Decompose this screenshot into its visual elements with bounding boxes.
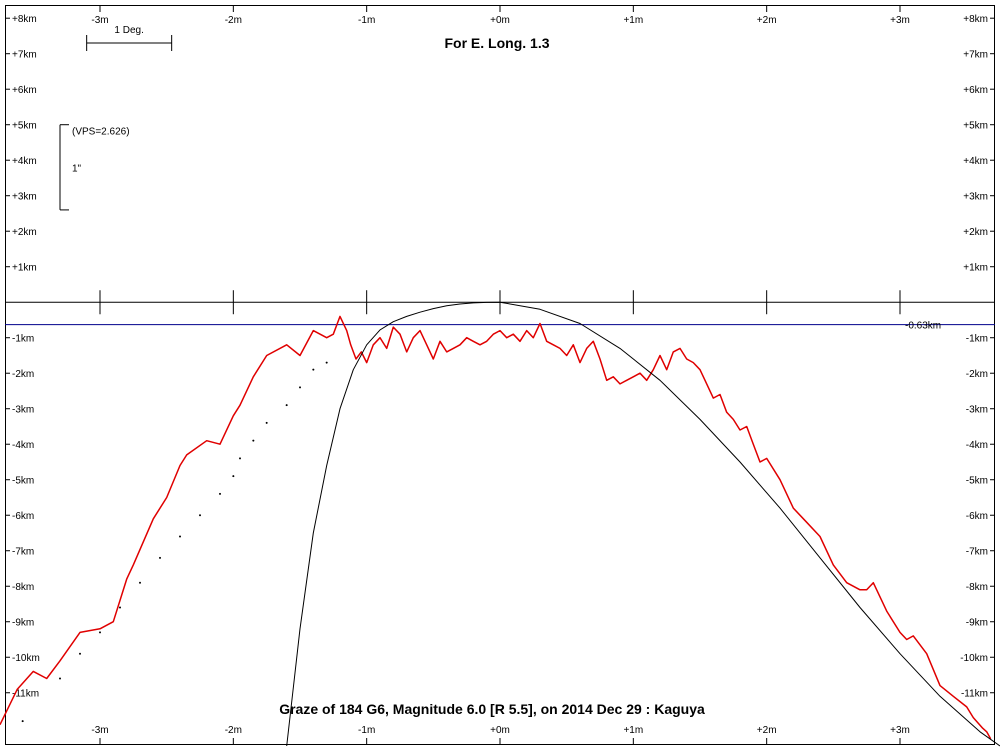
x-tick-label-top: +0m <box>490 15 510 26</box>
x-tick-label-top: -3m <box>91 15 108 26</box>
x-tick-label-bottom: +0m <box>490 725 510 736</box>
y-tick-label-right: +4km <box>963 156 988 167</box>
observer-dot <box>119 606 121 609</box>
observer-dot <box>299 386 301 389</box>
x-tick-label-bottom: -1m <box>358 725 375 736</box>
y-tick-label-right: -5km <box>966 476 988 487</box>
observer-dot <box>199 514 201 517</box>
y-tick-label-right: +1km <box>963 263 988 274</box>
observer-dot <box>139 581 141 584</box>
y-tick-label-left: -2km <box>12 369 34 380</box>
observer-dot <box>239 457 241 460</box>
plot-border <box>5 5 995 745</box>
chart-title: For E. Long. 1.3 <box>444 35 549 51</box>
y-tick-label-left: +7km <box>12 50 37 61</box>
y-tick-label-left: -4km <box>12 440 34 451</box>
y-tick-label-left: -5km <box>12 476 34 487</box>
y-tick-label-right: -3km <box>966 405 988 416</box>
mean-limb-curve <box>286 301 1000 747</box>
observer-dot <box>232 475 235 478</box>
y-tick-label-right: +3km <box>963 192 988 203</box>
chart-subtitle: Graze of 184 G6, Magnitude 6.0 [R 5.5], … <box>279 701 705 717</box>
x-tick-label-top: +3m <box>890 15 910 26</box>
y-tick-label-right: -11km <box>961 689 988 700</box>
y-tick-label-right: -7km <box>966 547 988 558</box>
x-tick-label-bottom: -3m <box>91 725 108 736</box>
y-tick-label-left: +4km <box>12 156 37 167</box>
degree-scale-label: 1 Deg. <box>114 25 143 36</box>
x-tick-label-bottom: -2m <box>225 725 242 736</box>
x-tick-label-top: +2m <box>757 15 777 26</box>
observer-dot <box>21 720 24 723</box>
y-tick-label-left: -6km <box>12 511 34 522</box>
y-tick-label-left: +1km <box>12 263 37 274</box>
observer-dot <box>312 368 315 371</box>
observer-dot <box>99 631 101 634</box>
observer-dot <box>265 421 268 424</box>
vps-label: (VPS=2.626) <box>72 127 130 138</box>
x-tick-label-top: -1m <box>358 15 375 26</box>
y-tick-label-right: +2km <box>963 227 988 238</box>
observer-dot <box>59 677 61 680</box>
observer-dot <box>79 652 81 655</box>
observer-dot <box>219 492 221 495</box>
y-tick-label-right: -4km <box>966 440 988 451</box>
observer-dot <box>159 556 161 559</box>
y-tick-label-left: -7km <box>12 547 34 558</box>
y-tick-label-right: -10km <box>960 653 988 664</box>
observer-dot <box>179 535 181 538</box>
x-tick-label-bottom: +3m <box>890 725 910 736</box>
y-tick-label-left: -11km <box>12 689 39 700</box>
y-tick-label-left: +2km <box>12 227 37 238</box>
y-tick-label-left: -1km <box>12 334 34 345</box>
y-tick-label-right: +8km <box>963 14 988 25</box>
y-tick-label-right: -9km <box>966 618 988 629</box>
y-tick-label-right: +6km <box>963 85 988 96</box>
y-tick-label-right: -8km <box>966 582 988 593</box>
observer-dot <box>325 361 328 364</box>
y-tick-label-left: +8km <box>12 14 37 25</box>
y-tick-label-right: -6km <box>966 511 988 522</box>
arcsec-label: 1" <box>72 163 82 174</box>
y-tick-label-right: +7km <box>963 50 988 61</box>
x-tick-label-bottom: +1m <box>623 725 643 736</box>
y-tick-label-left: +3km <box>12 192 37 203</box>
x-tick-label-top: -2m <box>225 15 242 26</box>
limb-profile-line <box>0 315 992 740</box>
y-tick-label-left: +5km <box>12 121 37 132</box>
reference-line-label: -0.63km <box>905 321 941 332</box>
y-tick-label-right: -2km <box>966 369 988 380</box>
observer-dot <box>252 439 255 442</box>
y-tick-label-left: -3km <box>12 405 34 416</box>
y-tick-label-left: -9km <box>12 618 34 629</box>
y-tick-label-left: +6km <box>12 85 37 96</box>
y-tick-label-right: +5km <box>963 121 988 132</box>
x-tick-label-bottom: +2m <box>757 725 777 736</box>
y-tick-label-right: -1km <box>966 334 988 345</box>
y-tick-label-left: -10km <box>12 653 40 664</box>
observer-dot <box>285 404 288 407</box>
y-tick-label-left: -8km <box>12 582 34 593</box>
x-tick-label-top: +1m <box>623 15 643 26</box>
